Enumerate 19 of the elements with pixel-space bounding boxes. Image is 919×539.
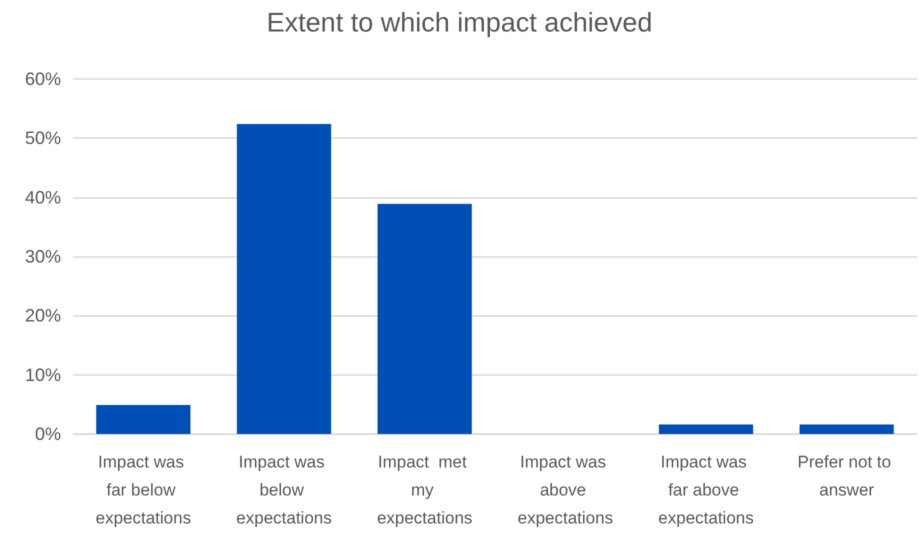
x-tick-label: Impact was far above expectations: [658, 452, 754, 528]
x-tick-label: Prefer not to answer: [798, 452, 896, 500]
y-tick-label: 0%: [34, 424, 61, 444]
y-tick-label: 10%: [24, 364, 61, 385]
bar: [800, 424, 894, 434]
bar: [658, 424, 754, 434]
y-tick-label: 40%: [24, 187, 61, 208]
bar: [378, 204, 472, 434]
x-tick-label: Impact met my expectations: [376, 452, 472, 528]
x-tick-label: Impact was above expectations: [518, 452, 614, 528]
bar: [96, 405, 190, 434]
y-tick-label: 30%: [24, 246, 61, 266]
y-tick-label: 50%: [24, 128, 61, 148]
x-tick-label: Impact was below expectations: [236, 452, 332, 528]
y-tick-label: 60%: [24, 69, 61, 89]
y-tick-label: 20%: [24, 306, 61, 326]
chart-title: Extent to which impact achieved: [266, 8, 652, 38]
x-tick-label: Impact was far below expectations: [96, 452, 192, 528]
bar: [236, 124, 332, 434]
